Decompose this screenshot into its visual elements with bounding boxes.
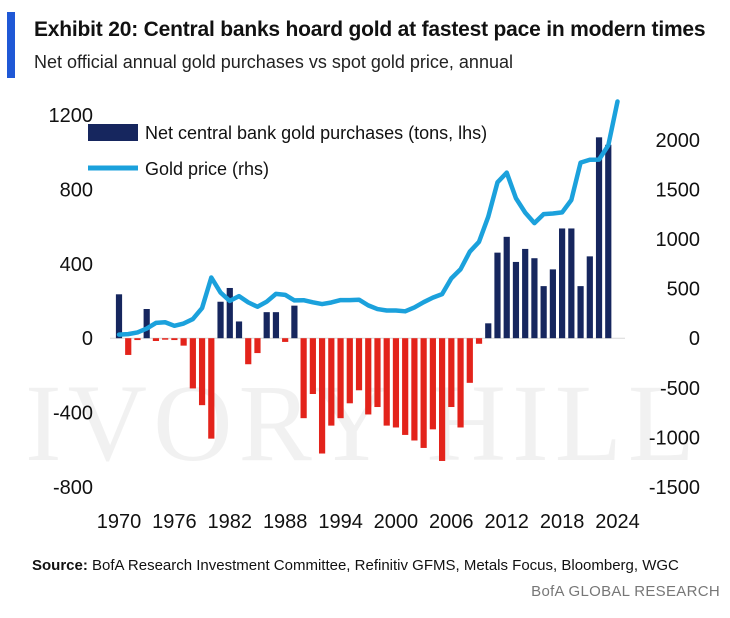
x-tick-label: 2024 xyxy=(595,511,640,533)
y-right-tick-label: -1000 xyxy=(649,427,700,449)
bar-2015 xyxy=(531,258,538,339)
bar-1993 xyxy=(328,338,335,426)
bar-2011 xyxy=(494,252,501,339)
y-left-tick-label: -400 xyxy=(53,403,93,425)
bar-2007 xyxy=(457,338,464,428)
y-right-tick-label: 0 xyxy=(689,328,700,350)
bar-1971 xyxy=(125,338,132,355)
bar-2014 xyxy=(522,248,529,339)
bar-1998 xyxy=(374,338,381,408)
bar-2013 xyxy=(512,261,520,339)
bar-1975 xyxy=(162,338,169,340)
bar-2010 xyxy=(485,323,492,339)
y-left-tick-label: 400 xyxy=(60,254,93,276)
y-left-tick-label: -800 xyxy=(53,477,93,499)
bar-2008 xyxy=(466,338,473,383)
bar-1986 xyxy=(263,312,270,339)
y-right-tick-label: -1500 xyxy=(649,477,700,499)
y-left-tick-label: 0 xyxy=(82,328,93,350)
chart-title: Exhibit 20: Central banks hoard gold at … xyxy=(34,18,706,41)
chart-subtitle: Net official annual gold purchases vs sp… xyxy=(34,52,513,72)
bar-2019 xyxy=(568,228,575,339)
y-right-tick-label: 1500 xyxy=(656,179,701,201)
y-left-tick-label: 1200 xyxy=(49,105,94,127)
brand-credit: BofA GLOBAL RESEARCH xyxy=(531,583,720,600)
bar-2002 xyxy=(411,338,418,441)
legend-swatch-bars xyxy=(88,124,138,141)
bar-2009 xyxy=(475,338,483,344)
bar-2021 xyxy=(586,256,593,339)
bar-1996 xyxy=(355,338,363,391)
bar-1977 xyxy=(180,338,187,346)
y-right-tick-label: 1000 xyxy=(656,229,701,251)
bar-1983 xyxy=(235,321,243,339)
bar-2000 xyxy=(392,338,400,428)
bar-1985 xyxy=(254,338,261,354)
source-text: BofA Research Investment Committee, Refi… xyxy=(92,557,679,574)
bar-2012 xyxy=(503,236,510,339)
bar-1988 xyxy=(282,338,289,342)
bar-2004 xyxy=(429,338,436,430)
y-right-tick-label: -500 xyxy=(660,378,700,400)
x-tick-label: 1994 xyxy=(318,511,363,533)
legend-label-line: Gold price (rhs) xyxy=(145,159,269,179)
bar-1999 xyxy=(383,338,390,426)
gold-price-line xyxy=(116,99,620,337)
bar-2003 xyxy=(420,338,427,448)
bar-1989 xyxy=(291,305,298,339)
bar-1970 xyxy=(115,294,123,339)
y-right-tick-label: 2000 xyxy=(656,130,701,152)
bar-1976 xyxy=(171,338,178,341)
y-right-tick-label: 500 xyxy=(667,279,700,301)
bar-2020 xyxy=(577,286,584,339)
bar-1990 xyxy=(300,338,307,419)
bar-2022 xyxy=(595,137,603,339)
bar-2018 xyxy=(559,228,566,339)
x-tick-label: 1988 xyxy=(263,511,308,533)
x-tick-label: 2012 xyxy=(484,511,529,533)
bar-1981 xyxy=(217,301,224,339)
y-left-tick-label: 800 xyxy=(60,179,93,201)
x-tick-label: 1976 xyxy=(152,511,197,533)
x-tick-label: 1970 xyxy=(97,511,142,533)
source-note: Source: BofA Research Investment Committ… xyxy=(32,557,679,574)
bar-2023 xyxy=(605,144,612,339)
x-tick-label: 2006 xyxy=(429,511,474,533)
bar-2001 xyxy=(402,338,409,435)
bar-1991 xyxy=(309,338,316,394)
bar-2016 xyxy=(540,286,547,339)
bar-1973 xyxy=(143,309,150,339)
bar-1994 xyxy=(337,338,344,419)
bar-1974 xyxy=(152,338,160,341)
bar-1982 xyxy=(226,287,233,339)
legend-label-bars: Net central bank gold purchases (tons, l… xyxy=(145,123,487,143)
accent-bar xyxy=(7,12,15,78)
bar-2006 xyxy=(448,338,455,408)
source-label: Source: xyxy=(32,557,88,574)
bar-1984 xyxy=(245,338,252,365)
x-tick-label: 1982 xyxy=(208,511,253,533)
bar-1997 xyxy=(365,338,372,415)
x-tick-label: 2018 xyxy=(540,511,585,533)
bar-2005 xyxy=(439,338,446,461)
bar-1995 xyxy=(346,338,353,404)
bar-1992 xyxy=(318,338,326,454)
bar-1980 xyxy=(208,338,215,439)
bar-1978 xyxy=(189,338,196,389)
x-tick-label: 2000 xyxy=(374,511,419,533)
bar-2017 xyxy=(549,269,556,339)
bar-1987 xyxy=(272,312,280,339)
bar-1979 xyxy=(198,338,206,406)
bar-1972 xyxy=(134,338,141,341)
